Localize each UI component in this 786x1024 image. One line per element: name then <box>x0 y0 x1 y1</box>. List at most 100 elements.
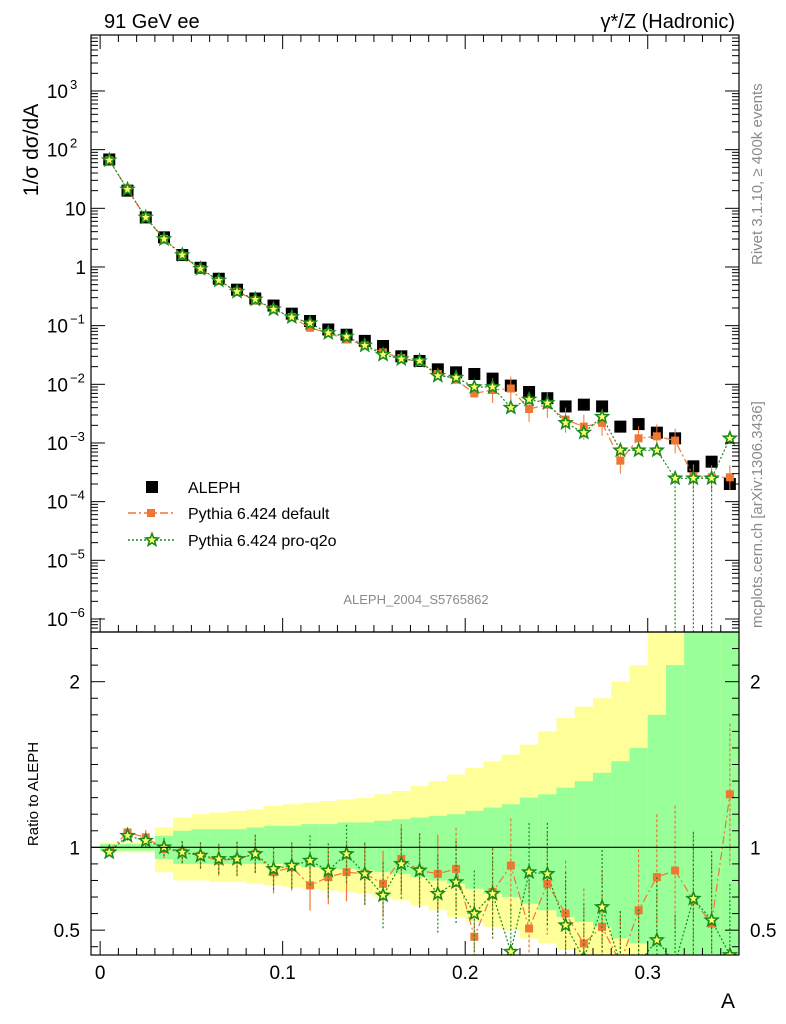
aleph-point <box>559 400 572 413</box>
ratio-y-tick-label: 2 <box>69 673 80 694</box>
proq2o-point <box>100 151 118 168</box>
proq2o-ratio-point <box>614 963 626 975</box>
proq2o-ratio-point <box>669 973 681 985</box>
proq2o-ratio-point <box>411 861 428 878</box>
green-band-bin <box>702 632 722 955</box>
legend-default-marker <box>147 509 155 517</box>
proq2o-point <box>283 308 301 325</box>
main-y-tick-label: 10 <box>47 610 68 631</box>
proq2o-point <box>374 346 392 362</box>
x-axis-title: A <box>721 990 735 1013</box>
proq2o-ratio-point <box>593 898 611 914</box>
mcplots-reference-label: mcplots.cern.ch [arXiv:1306.3436] <box>749 401 766 628</box>
proq2o-point <box>265 300 282 317</box>
green-band-bin <box>319 824 339 869</box>
proq2o-point <box>119 180 136 197</box>
proq2o-ratio-point <box>721 946 739 955</box>
rivet-version-label: Rivet 3.1.10, ≥ 400k events <box>749 83 766 265</box>
legend: ALEPH Pythia 6.424 default Pythia 6.424 … <box>128 480 337 550</box>
ratio-y-tick-label-right: 0.5 <box>750 921 776 942</box>
proq2o-ratio-point <box>429 885 447 901</box>
proq2o-point <box>155 230 173 247</box>
proq2o-point <box>447 368 465 385</box>
proq2o-point <box>137 208 154 225</box>
aleph-point <box>468 367 481 380</box>
main-y-tick-label: 1 <box>75 258 86 279</box>
default-ratio-point <box>616 966 624 974</box>
default-ratio-point <box>725 790 734 799</box>
green-band-bin <box>465 810 485 889</box>
proq2o-point <box>666 469 684 486</box>
proq2o-ratio-point <box>685 890 702 906</box>
default-ratio-point <box>433 869 442 878</box>
default-series-line <box>108 159 730 478</box>
proq2o-point <box>393 350 410 367</box>
default-ratio-point <box>342 868 351 877</box>
ratio-y-tick-label: 1 <box>69 838 80 859</box>
green-band-bin <box>629 747 649 944</box>
default-ratio-point <box>452 864 461 873</box>
proq2o-ratio-point <box>520 863 538 880</box>
default-ratio-line <box>108 794 731 955</box>
main-y-tick-exponent: −5 <box>70 546 85 561</box>
aleph-point <box>632 418 645 431</box>
aleph-point <box>614 420 627 433</box>
proq2o-ratio-point <box>539 865 556 881</box>
ratio-y-tick-label-right: 1 <box>750 838 761 859</box>
proq2o-ratio-point <box>581 949 586 955</box>
default-point <box>725 473 734 482</box>
legend-proq2o-label: Pythia 6.424 pro-q2o <box>188 533 337 550</box>
aleph-point <box>705 455 718 468</box>
proq2o-point <box>593 408 611 424</box>
main-y-tick-exponent: −4 <box>70 488 85 503</box>
green-band-bin <box>300 824 320 868</box>
proq2o-point <box>228 282 246 299</box>
proq2o-ratio-point <box>137 832 154 848</box>
proq2o-point <box>612 441 629 458</box>
main-y-tick-exponent: 3 <box>70 77 77 92</box>
ratio-y-axis-title: Ratio to ALEPH <box>25 742 42 846</box>
default-ratio-point <box>671 866 680 875</box>
default-ratio-point <box>525 924 534 933</box>
default-ratio-point <box>506 861 515 870</box>
ratio-y-tick-label-right: 2 <box>750 673 761 694</box>
proq2o-ratio-point <box>338 845 355 861</box>
default-ratio-point <box>306 881 315 890</box>
aleph-point <box>596 400 609 413</box>
proq2o-ratio-point <box>465 904 483 921</box>
proq2o-point <box>557 414 574 430</box>
aleph-point <box>577 398 590 411</box>
proq2o-ratio-point <box>393 855 410 871</box>
proq2o-ratio-point <box>210 850 228 867</box>
main-y-tick-label: 10 <box>47 141 68 162</box>
x-tick-label: 0.2 <box>452 963 478 984</box>
legend-default-label: Pythia 6.424 default <box>188 506 330 523</box>
proq2o-ratio-point <box>101 843 118 860</box>
proq2o-point <box>192 260 209 276</box>
default-point <box>306 323 315 332</box>
proq2o-point <box>520 390 538 407</box>
main-y-tick-exponent: 2 <box>70 136 77 151</box>
proq2o-ratio-point <box>648 931 666 948</box>
proq2o-ratio-point <box>246 845 264 861</box>
proq2o-point <box>411 352 428 368</box>
default-point <box>525 404 534 413</box>
proq2o-ratio-point <box>283 856 301 873</box>
proq2o-ratio-point <box>374 886 392 903</box>
proq2o-ratio-point <box>174 843 191 860</box>
main-y-tick-label: 10 <box>47 317 68 338</box>
main-y-axis-title: 1/σ dσ/dA <box>20 104 43 196</box>
default-point <box>671 436 680 445</box>
x-tick-label: 0.1 <box>269 963 295 984</box>
green-band-bin <box>556 787 576 917</box>
green-band-bin <box>665 665 685 955</box>
main-y-tick-exponent: −6 <box>70 605 85 620</box>
default-point <box>506 384 515 393</box>
proq2o-ratio-point <box>192 846 209 863</box>
default-point <box>616 456 625 465</box>
analysis-tag: ALEPH_2004_S5765862 <box>343 592 488 607</box>
proq2o-point <box>648 441 666 458</box>
legend-star-icon <box>143 531 161 548</box>
proq2o-ratio-point <box>557 916 574 933</box>
proq2o-point <box>174 246 191 263</box>
